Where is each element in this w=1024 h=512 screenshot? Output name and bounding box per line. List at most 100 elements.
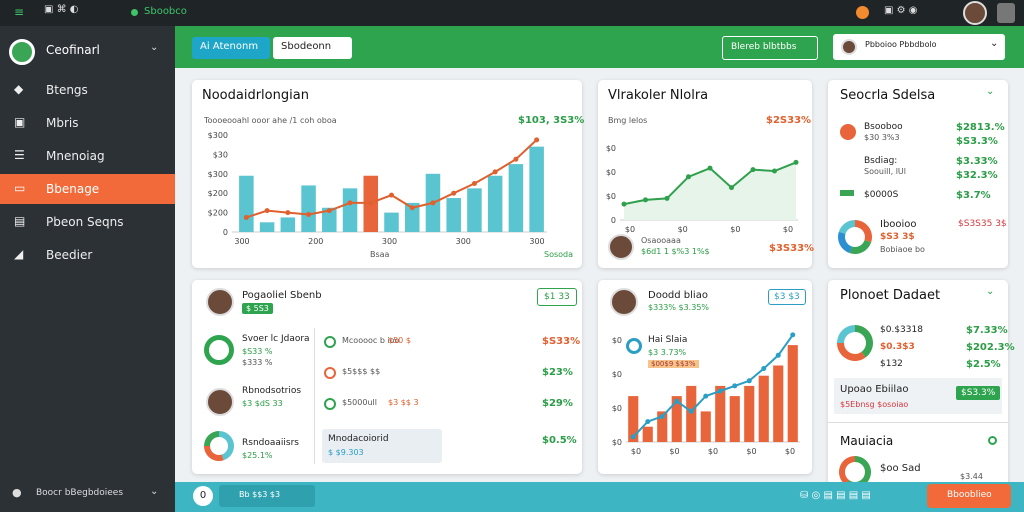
sub-value: $3.44 <box>960 472 983 481</box>
row-label: $0.3$3 <box>880 342 915 352</box>
sub-title: Mauiacia <box>840 434 894 448</box>
menu-label: Mbris <box>46 116 79 130</box>
bottom-bar: 0 Bb $$3 $3 ⛁ ◎ ▤ ▤ ▤ ▤ Bbooblieo <box>175 482 1024 512</box>
header-band: Ai Atenonm Sbodeonn Blereb blbtbbs Pbboi… <box>175 26 1024 68</box>
menu-item[interactable]: ◆ Btengs <box>0 75 175 105</box>
divider <box>828 422 1008 423</box>
card-subtitle: Toooeooahl ooor ahe /1 coh oboa <box>204 116 337 125</box>
donut-segment <box>845 456 871 488</box>
point <box>621 201 627 207</box>
point <box>389 192 394 198</box>
x-tick-label: $0 <box>631 447 641 456</box>
row-label: $0.$3318 <box>880 325 923 335</box>
chevron[interactable]: ⌄ <box>150 42 159 53</box>
menu-item[interactable]: ☰ Mnenoiag <box>0 141 175 171</box>
y-tick-label: $200 <box>208 209 228 218</box>
x-tick-label: 300 <box>234 237 249 246</box>
point <box>732 383 738 389</box>
growth-badge[interactable]: $3 $3 <box>768 289 806 305</box>
point <box>664 195 670 201</box>
menu-item[interactable]: ▣ Mbris <box>0 108 175 138</box>
bar <box>671 396 682 442</box>
card-title: Noodaidrlongian <box>202 88 309 103</box>
point <box>285 210 291 216</box>
menu-item[interactable]: ▤ Pbeon Seqns <box>0 207 175 237</box>
tab[interactable]: Ai Atenonm <box>192 37 270 59</box>
donut-segment <box>204 431 219 446</box>
point <box>746 378 752 384</box>
menu-item[interactable]: ◢ Beedier <box>0 240 175 270</box>
x-tick-label: $0 <box>669 447 679 456</box>
person-avatar <box>608 234 634 260</box>
point <box>750 167 756 173</box>
account-select[interactable]: Pbboioo Pbbdbolo <box>833 34 1005 60</box>
growth-name: Doodd bliao <box>648 290 708 301</box>
menu-icon: ☰ <box>14 148 25 162</box>
row-label: $132 <box>880 359 903 369</box>
count[interactable]: 0 <box>193 486 213 506</box>
visitors-card: Vlrakoler Nlolra Bmg lelos $2S33% Osaooa… <box>598 80 815 268</box>
point <box>793 159 799 165</box>
icon <box>840 124 856 140</box>
line <box>632 334 794 438</box>
avatar-small[interactable] <box>997 3 1015 23</box>
profile-donut <box>204 431 234 461</box>
avatar[interactable] <box>963 1 987 25</box>
icon <box>840 190 854 196</box>
person-value: $3S33% <box>769 243 815 254</box>
menu-item[interactable]: ▭ Bbenage <box>0 174 175 204</box>
donut-title: Ibooioo <box>880 219 917 230</box>
action-button[interactable]: Blereb blbtbbs <box>722 36 818 60</box>
primary-button[interactable]: Bbooblieo <box>927 484 1011 508</box>
y-tick-label: $0 <box>612 404 622 413</box>
menu-label: Beedier <box>46 248 93 262</box>
card-total: $103, 3S3% <box>518 115 585 126</box>
user-name[interactable]: Ceofinarl <box>46 43 100 57</box>
chevron[interactable]: ⌄ <box>150 486 159 497</box>
profile-button[interactable]: $1 33 <box>537 288 577 306</box>
chevron[interactable]: ⌄ <box>986 86 995 97</box>
bar <box>404 202 420 232</box>
item-value: $29% <box>542 398 573 409</box>
notification[interactable] <box>856 6 869 19</box>
divider <box>314 328 315 464</box>
x-tick-label: 300 <box>456 237 471 246</box>
growth-avatar <box>610 288 638 316</box>
tab[interactable]: Sbodeonn <box>273 37 352 59</box>
point <box>707 165 713 171</box>
visitors-chart: $0 $0 $0 0 $0 $0 $0 $0 <box>606 144 799 234</box>
point <box>630 434 636 440</box>
y-tick-label: $30 <box>213 150 228 159</box>
donut-segment <box>219 431 234 461</box>
top-bar: ≡ ▣ ⌘ ◐ Sboobco ▣ ⚙ ◉ <box>0 0 1024 26</box>
y-tick-label: $200 <box>208 189 228 198</box>
chip[interactable]: Bb $$3 $3 <box>219 485 315 507</box>
status <box>988 436 997 445</box>
sidebar-footer[interactable]: Boocr bBegbdoiees <box>36 488 124 498</box>
y-tick-label: 0 <box>223 228 228 237</box>
growth-chart: $0 $0 $0 $0 $0 $0 $0 $0 $0 <box>612 332 800 456</box>
menu-icon: ▣ <box>14 115 26 129</box>
point <box>729 185 734 191</box>
item-value: $S33% <box>542 336 581 347</box>
x-title: Bsaa <box>370 250 390 259</box>
row-sub: Soouill, lUl <box>864 167 906 176</box>
bar <box>758 375 769 442</box>
sidebar: Ceofinarl ⌄ ● Boocr bBegbdoiees ⌄ ◆ Bteng… <box>0 26 175 512</box>
chevron[interactable]: ⌄ <box>986 286 995 297</box>
person-avatar <box>206 388 234 416</box>
box-title: Mnodacoiorid <box>328 434 389 444</box>
row-value: $3.7% <box>956 190 991 201</box>
y-tick-label: $0 <box>612 438 622 447</box>
point <box>717 388 723 394</box>
item-sub: $3 3.73% <box>648 348 687 357</box>
point <box>790 332 796 338</box>
point <box>674 398 680 404</box>
sub-item: $oo Sad <box>880 463 921 474</box>
x-tick-label: 300 <box>382 237 397 246</box>
box-pct: $0.5% <box>542 435 577 446</box>
point <box>686 174 691 180</box>
x-tick-label: 200 <box>308 237 323 246</box>
point <box>368 200 374 206</box>
item-name: $5$$$ $$ <box>342 367 381 376</box>
